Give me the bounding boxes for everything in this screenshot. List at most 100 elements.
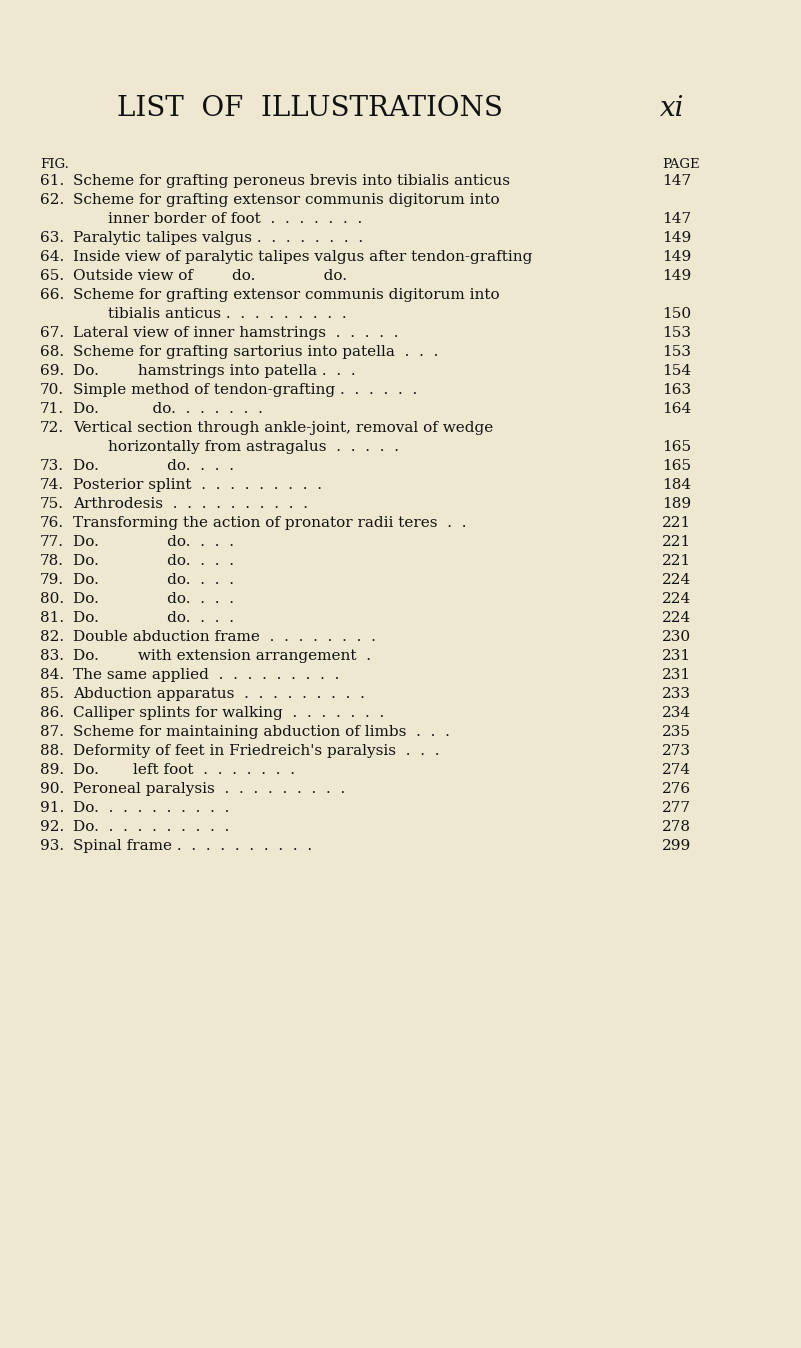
Text: 90.: 90. — [40, 782, 64, 797]
Text: Do.              do.  .  .  .: Do. do. . . . — [73, 554, 234, 568]
Text: 163: 163 — [662, 383, 691, 398]
Text: 85.: 85. — [40, 687, 64, 701]
Text: xi: xi — [660, 94, 685, 123]
Text: 224: 224 — [662, 592, 691, 607]
Text: Scheme for grafting extensor communis digitorum into: Scheme for grafting extensor communis di… — [73, 288, 500, 302]
Text: 221: 221 — [662, 516, 691, 530]
Text: Calliper splints for walking  .  .  .  .  .  .  .: Calliper splints for walking . . . . . .… — [73, 706, 384, 720]
Text: Do.        with extension arrangement  .: Do. with extension arrangement . — [73, 648, 371, 663]
Text: 274: 274 — [662, 763, 691, 776]
Text: 88.: 88. — [40, 744, 64, 758]
Text: Double abduction frame  .  .  .  .  .  .  .  .: Double abduction frame . . . . . . . . — [73, 630, 376, 644]
Text: 184: 184 — [662, 479, 691, 492]
Text: LIST  OF  ILLUSTRATIONS: LIST OF ILLUSTRATIONS — [117, 94, 503, 123]
Text: 84.: 84. — [40, 669, 64, 682]
Text: 80.: 80. — [40, 592, 64, 607]
Text: 65.: 65. — [40, 270, 64, 283]
Text: Inside view of paralytic talipes valgus after tendon-grafting: Inside view of paralytic talipes valgus … — [73, 249, 533, 264]
Text: Transforming the action of pronator radii teres  .  .: Transforming the action of pronator radi… — [73, 516, 466, 530]
Text: 86.: 86. — [40, 706, 64, 720]
Text: 149: 149 — [662, 231, 691, 245]
Text: 299: 299 — [662, 838, 691, 853]
Text: inner border of foot  .  .  .  .  .  .  .: inner border of foot . . . . . . . — [108, 212, 362, 226]
Text: Do.              do.  .  .  .: Do. do. . . . — [73, 573, 234, 586]
Text: 64.: 64. — [40, 249, 64, 264]
Text: 149: 149 — [662, 249, 691, 264]
Text: 92.: 92. — [40, 820, 64, 834]
Text: 153: 153 — [662, 326, 691, 340]
Text: Do.  .  .  .  .  .  .  .  .  .: Do. . . . . . . . . . — [73, 801, 229, 816]
Text: Do.       left foot  .  .  .  .  .  .  .: Do. left foot . . . . . . . — [73, 763, 295, 776]
Text: Deformity of feet in Friedreich's paralysis  .  .  .: Deformity of feet in Friedreich's paraly… — [73, 744, 440, 758]
Text: 74.: 74. — [40, 479, 64, 492]
Text: 81.: 81. — [40, 611, 64, 625]
Text: Do.              do.  .  .  .: Do. do. . . . — [73, 535, 234, 549]
Text: 83.: 83. — [40, 648, 64, 663]
Text: 78.: 78. — [40, 554, 64, 568]
Text: 147: 147 — [662, 212, 691, 226]
Text: Peroneal paralysis  .  .  .  .  .  .  .  .  .: Peroneal paralysis . . . . . . . . . — [73, 782, 345, 797]
Text: 234: 234 — [662, 706, 691, 720]
Text: Do.           do.  .  .  .  .  .  .: Do. do. . . . . . . — [73, 402, 263, 417]
Text: 71.: 71. — [40, 402, 64, 417]
Text: Simple method of tendon-grafting .  .  .  .  .  .: Simple method of tendon-grafting . . . .… — [73, 383, 417, 398]
Text: 89.: 89. — [40, 763, 64, 776]
Text: Scheme for grafting peroneus brevis into tibialis anticus: Scheme for grafting peroneus brevis into… — [73, 174, 510, 187]
Text: 69.: 69. — [40, 364, 64, 377]
Text: Scheme for grafting extensor communis digitorum into: Scheme for grafting extensor communis di… — [73, 193, 500, 208]
Text: FIG.: FIG. — [40, 158, 69, 171]
Text: 63.: 63. — [40, 231, 64, 245]
Text: Scheme for maintaining abduction of limbs  .  .  .: Scheme for maintaining abduction of limb… — [73, 725, 450, 739]
Text: 66.: 66. — [40, 288, 64, 302]
Text: 278: 278 — [662, 820, 691, 834]
Text: 277: 277 — [662, 801, 691, 816]
Text: 165: 165 — [662, 460, 691, 473]
Text: 67.: 67. — [40, 326, 64, 340]
Text: 61.: 61. — [40, 174, 64, 187]
Text: 149: 149 — [662, 270, 691, 283]
Text: 73.: 73. — [40, 460, 64, 473]
Text: 224: 224 — [662, 573, 691, 586]
Text: tibialis anticus .  .  .  .  .  .  .  .  .: tibialis anticus . . . . . . . . . — [108, 307, 347, 321]
Text: The same applied  .  .  .  .  .  .  .  .  .: The same applied . . . . . . . . . — [73, 669, 340, 682]
Text: 231: 231 — [662, 648, 691, 663]
Text: Posterior splint  .  .  .  .  .  .  .  .  .: Posterior splint . . . . . . . . . — [73, 479, 322, 492]
Text: Do.  .  .  .  .  .  .  .  .  .: Do. . . . . . . . . . — [73, 820, 229, 834]
Text: 230: 230 — [662, 630, 691, 644]
Text: Spinal frame .  .  .  .  .  .  .  .  .  .: Spinal frame . . . . . . . . . . — [73, 838, 312, 853]
Text: 224: 224 — [662, 611, 691, 625]
Text: horizontally from astragalus  .  .  .  .  .: horizontally from astragalus . . . . . — [108, 439, 399, 454]
Text: 70.: 70. — [40, 383, 64, 398]
Text: 79.: 79. — [40, 573, 64, 586]
Text: 189: 189 — [662, 497, 691, 511]
Text: 154: 154 — [662, 364, 691, 377]
Text: 72.: 72. — [40, 421, 64, 435]
Text: 164: 164 — [662, 402, 691, 417]
Text: 77.: 77. — [40, 535, 64, 549]
Text: 165: 165 — [662, 439, 691, 454]
Text: 87.: 87. — [40, 725, 64, 739]
Text: Lateral view of inner hamstrings  .  .  .  .  .: Lateral view of inner hamstrings . . . .… — [73, 326, 399, 340]
Text: Do.              do.  .  .  .: Do. do. . . . — [73, 592, 234, 607]
Text: 68.: 68. — [40, 345, 64, 359]
Text: 221: 221 — [662, 535, 691, 549]
Text: Do.        hamstrings into patella .  .  .: Do. hamstrings into patella . . . — [73, 364, 356, 377]
Text: 91.: 91. — [40, 801, 64, 816]
Text: 75.: 75. — [40, 497, 64, 511]
Text: 235: 235 — [662, 725, 691, 739]
Text: Outside view of        do.              do.: Outside view of do. do. — [73, 270, 347, 283]
Text: PAGE: PAGE — [662, 158, 699, 171]
Text: 231: 231 — [662, 669, 691, 682]
Text: Vertical section through ankle-joint, removal of wedge: Vertical section through ankle-joint, re… — [73, 421, 493, 435]
Text: Do.              do.  .  .  .: Do. do. . . . — [73, 460, 234, 473]
Text: 82.: 82. — [40, 630, 64, 644]
Text: 150: 150 — [662, 307, 691, 321]
Text: Arthrodesis  .  .  .  .  .  .  .  .  .  .: Arthrodesis . . . . . . . . . . — [73, 497, 308, 511]
Text: 276: 276 — [662, 782, 691, 797]
Text: Scheme for grafting sartorius into patella  .  .  .: Scheme for grafting sartorius into patel… — [73, 345, 438, 359]
Text: Abduction apparatus  .  .  .  .  .  .  .  .  .: Abduction apparatus . . . . . . . . . — [73, 687, 365, 701]
Text: 221: 221 — [662, 554, 691, 568]
Text: 93.: 93. — [40, 838, 64, 853]
Text: Paralytic talipes valgus .  .  .  .  .  .  .  .: Paralytic talipes valgus . . . . . . . . — [73, 231, 363, 245]
Text: 147: 147 — [662, 174, 691, 187]
